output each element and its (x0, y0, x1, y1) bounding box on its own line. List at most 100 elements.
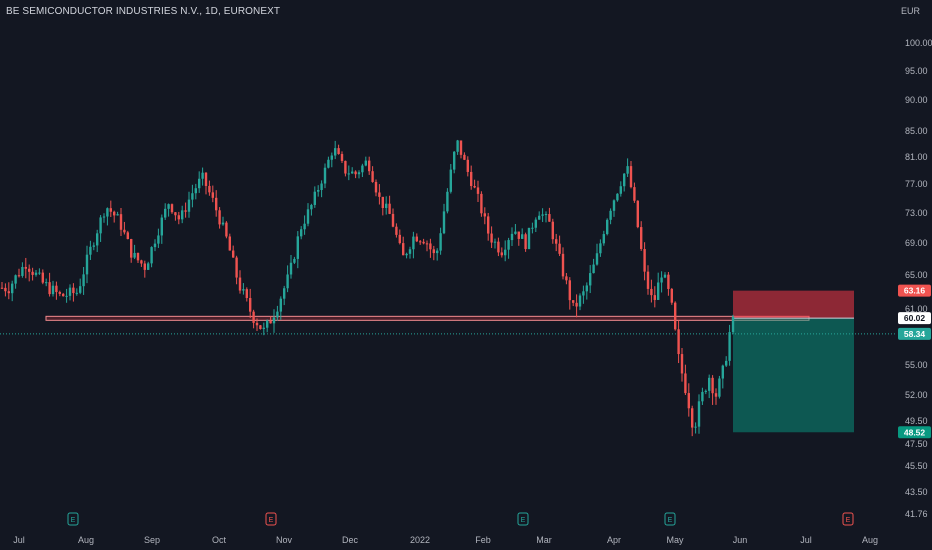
earnings-marker[interactable] (664, 512, 676, 526)
candle-body (116, 214, 119, 216)
candle-body (538, 215, 541, 220)
candle-body (480, 193, 483, 214)
candle-body (238, 277, 242, 291)
candle-body (245, 289, 248, 299)
candle-body (633, 187, 636, 201)
earnings-marker[interactable] (517, 512, 529, 526)
price-axis-tick: 47.50 (905, 439, 928, 449)
candle-body (419, 241, 422, 243)
candle-body (113, 211, 116, 216)
price-tag-label: 48.52 (904, 427, 926, 437)
candle-body (368, 160, 371, 172)
candle-body (289, 262, 293, 275)
candle-body (442, 211, 446, 234)
time-axis-label: Dec (342, 535, 359, 545)
candle-body (215, 197, 218, 211)
candle-body (296, 236, 299, 259)
candle-body (510, 233, 514, 241)
candle-body (164, 208, 167, 218)
candle-body (99, 217, 102, 234)
price-tag-label: 60.02 (904, 313, 926, 323)
candle-body (334, 148, 337, 156)
candle-body (225, 222, 228, 237)
candle-body (55, 285, 58, 293)
earnings-marker-label: E (71, 517, 76, 524)
time-axis-label: Apr (607, 535, 621, 545)
candle-body (425, 243, 429, 245)
earnings-marker-label: E (269, 517, 274, 524)
candle-body (725, 360, 728, 366)
candle-body (704, 390, 707, 392)
candle-body (177, 215, 180, 220)
time-axis-label: Jul (13, 535, 25, 545)
candle-body (643, 249, 646, 272)
time-axis-label: Jul (800, 535, 812, 545)
candle-body (473, 186, 476, 188)
candle-body (337, 148, 340, 155)
candle-body (616, 193, 619, 201)
time-axis-label: Oct (212, 535, 227, 545)
candle-body (167, 204, 170, 209)
price-axis-tick: 85.00 (905, 126, 928, 136)
candle-body (109, 208, 112, 212)
candle-body (235, 257, 238, 278)
price-axis-tick: 65.00 (905, 270, 928, 280)
stop-loss-zone[interactable] (733, 290, 854, 319)
candle-body (463, 154, 466, 160)
price-axis-tick: 41.76 (905, 509, 928, 519)
support-level-band[interactable] (45, 315, 810, 321)
candle-body (293, 258, 296, 263)
time-axis-label: Mar (536, 535, 552, 545)
candle-body (402, 243, 405, 256)
candle-body (619, 186, 622, 194)
earnings-marker-label: E (846, 517, 851, 524)
price-axis-tick: 77.00 (905, 179, 928, 189)
candle-body (266, 320, 269, 328)
candle-body (374, 181, 378, 193)
candle-body (674, 302, 677, 330)
candle-body (660, 277, 663, 283)
earnings-marker[interactable] (265, 512, 277, 526)
candle-body (286, 274, 289, 289)
candle-body (51, 285, 55, 295)
candle-body (531, 227, 534, 229)
earnings-marker[interactable] (67, 512, 79, 526)
candle-body (283, 288, 286, 299)
candle-body (609, 210, 612, 220)
earnings-marker[interactable] (842, 512, 854, 526)
price-tag (898, 312, 931, 325)
candle-body (371, 171, 374, 182)
candle-body (344, 160, 347, 174)
candle-body (11, 283, 14, 294)
candle-body (446, 191, 449, 212)
candle-body (456, 140, 459, 152)
candle-body (153, 243, 157, 248)
candle-body (551, 221, 554, 240)
candle-body (415, 236, 418, 242)
candle-body (279, 298, 282, 312)
price-tag-label: 58.34 (904, 329, 926, 339)
candle-body (123, 229, 126, 233)
candle-body (612, 200, 616, 211)
price-axis-tick: 90.00 (905, 95, 928, 105)
candle-body (657, 282, 660, 300)
time-axis-label: Nov (276, 535, 293, 545)
time-axis-label: 2022 (410, 535, 430, 545)
candle-body (405, 253, 408, 256)
candle-body (470, 171, 473, 187)
candle-body (357, 172, 361, 175)
candle-body (497, 241, 500, 253)
earnings-marker-label: E (521, 517, 526, 524)
candle-body (65, 295, 68, 297)
candle-body (544, 214, 548, 216)
candle-body (507, 240, 510, 250)
candle-body (677, 329, 680, 355)
time-axis-label: Aug (78, 535, 94, 545)
candle-body (211, 192, 214, 198)
candle-body (34, 272, 38, 275)
candle-body (504, 249, 507, 256)
candle-body (147, 263, 150, 270)
profit-target-zone[interactable] (733, 318, 854, 433)
candle-body (429, 243, 432, 250)
